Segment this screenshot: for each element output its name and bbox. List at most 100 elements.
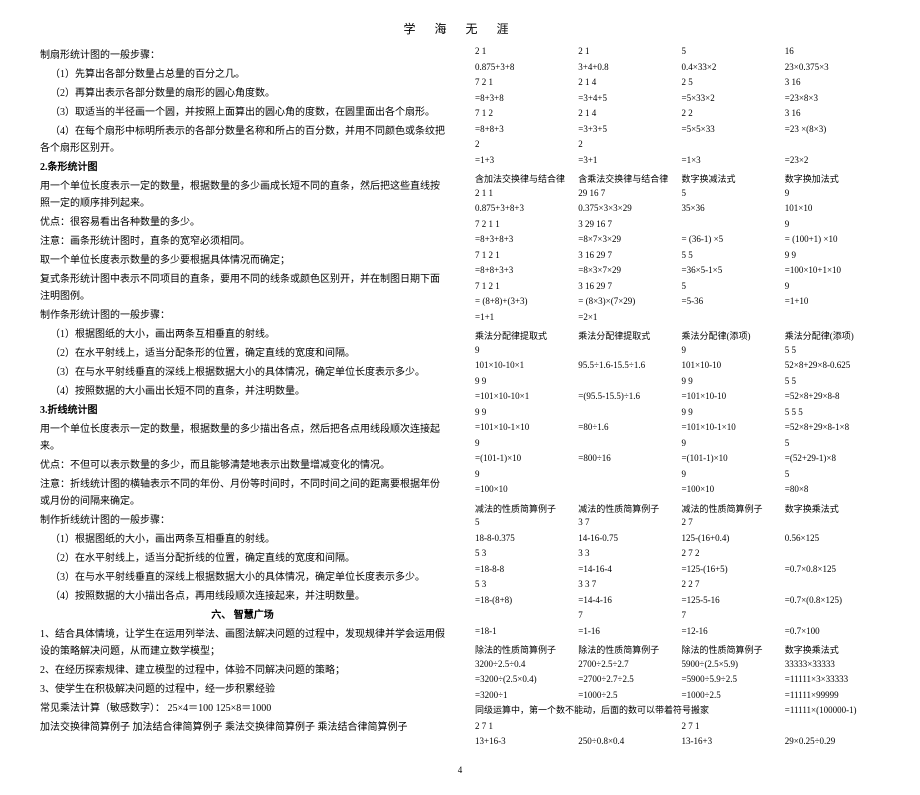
cell: 7 1 2 1 bbox=[475, 249, 570, 263]
cell: 7 1 2 1 bbox=[475, 280, 570, 294]
line: （4）在每个扇形中标明所表示的各部分数量名称和所占的百分数，并用不同颜色或条纹把… bbox=[40, 123, 445, 157]
cell: 5 5 bbox=[785, 375, 880, 389]
cell: 18-8-0.375 bbox=[475, 532, 570, 546]
cell: 9 bbox=[682, 437, 777, 451]
cell: 7 bbox=[578, 609, 673, 623]
cell: =125-(16+5) bbox=[682, 563, 777, 577]
cell: 33333×33333 bbox=[785, 658, 880, 672]
cell: =8+3+8+3 bbox=[475, 233, 570, 247]
cell bbox=[785, 547, 880, 561]
cell: =100×10 bbox=[682, 483, 777, 497]
cell: 3 7 bbox=[578, 516, 673, 530]
line: 复式条形统计图中表示不同项目的直条，要用不同的线条或颜色区别开，并在制图日期下面… bbox=[40, 271, 445, 305]
line: 注意：画条形统计图时，直条的宽窄必须相同。 bbox=[40, 233, 445, 250]
cell: 3 16 bbox=[785, 76, 880, 90]
cell: 9 9 bbox=[682, 406, 777, 420]
line: （3）在与水平射线垂直的深线上根据数据大小的具体情况，确定单位长度表示多少。 bbox=[40, 569, 445, 586]
cell: =3200÷(2.5×0.4) bbox=[475, 673, 570, 687]
cell: 2 bbox=[578, 138, 673, 152]
cell: =(101-1)×10 bbox=[475, 452, 570, 466]
cell bbox=[785, 578, 880, 592]
cell: 9 9 bbox=[682, 375, 777, 389]
math-block-1: 2 1 2 1 5 16 0.875+3+8 3+4+0.8 0.4×33×2 … bbox=[475, 45, 880, 167]
cell: =101×10-10 bbox=[682, 390, 777, 404]
cell: =125-5-16 bbox=[682, 594, 777, 608]
cell: 9 bbox=[785, 218, 880, 232]
cell: 2 bbox=[475, 138, 570, 152]
cell: 减法的性质简算例子 bbox=[475, 503, 570, 517]
cell: 101×10 bbox=[785, 202, 880, 216]
cell: =5900÷5.9÷2.5 bbox=[682, 673, 777, 687]
line: （1）根据图纸的大小，画出两条互相垂直的射线。 bbox=[40, 326, 445, 343]
main-content: 制扇形统计图的一般步骤： （1）先算出各部分数量占总量的百分之几。 （2）再算出… bbox=[40, 45, 880, 755]
cell: 14-16-0.75 bbox=[578, 532, 673, 546]
cell: =1+10 bbox=[785, 295, 880, 309]
math-block-3: 9 9 5 5 101×10-10×1 95.5÷1.6-15.5÷1.6 10… bbox=[475, 344, 880, 497]
cell: 5 bbox=[682, 45, 777, 59]
cell: 7 1 2 bbox=[475, 107, 570, 121]
cell: 数字换乘法式 bbox=[785, 503, 880, 517]
cell: =(101-1)×10 bbox=[682, 452, 777, 466]
cell: =23 ×(8×3) bbox=[785, 123, 880, 137]
cell: =5-36 bbox=[682, 295, 777, 309]
cell: =1000÷2.5 bbox=[682, 689, 777, 703]
cell: 7 2 1 1 bbox=[475, 218, 570, 232]
cell: 9 bbox=[785, 187, 880, 201]
cell: 含乘法交换律与结合律 bbox=[578, 173, 673, 187]
cell: =80×8 bbox=[785, 483, 880, 497]
cell: 9 9 bbox=[785, 249, 880, 263]
cell: =11111×(100000-1) bbox=[785, 704, 880, 718]
cell: 含加法交换律与结合律 bbox=[475, 173, 570, 187]
cell: 3 3 7 bbox=[578, 578, 673, 592]
cell: 2 7 1 bbox=[475, 720, 570, 734]
cell: 数字换减法式 bbox=[682, 173, 777, 187]
cell: =36×5-1×5 bbox=[682, 264, 777, 278]
cell: 3200÷2.5÷0.4 bbox=[475, 658, 570, 672]
cell: =1-16 bbox=[578, 625, 673, 639]
cell: 29 16 7 bbox=[578, 187, 673, 201]
cell: 0.875+3+8+3 bbox=[475, 202, 570, 216]
cell: =12-16 bbox=[682, 625, 777, 639]
cell: =14-16-4 bbox=[578, 563, 673, 577]
cell: 13-16+3 bbox=[682, 735, 777, 749]
line: 制作折线统计图的一般步骤： bbox=[40, 512, 445, 529]
cell: =0.7×(0.8×125) bbox=[785, 594, 880, 608]
cell: 101×10-10×1 bbox=[475, 359, 570, 373]
cell: =2700÷2.7÷2.5 bbox=[578, 673, 673, 687]
cell: 7 bbox=[682, 609, 777, 623]
cell: =(95.5-15.5)÷1.6 bbox=[578, 390, 673, 404]
cell bbox=[682, 311, 777, 325]
cell: =3200÷1 bbox=[475, 689, 570, 703]
cell: =8×3×7×29 bbox=[578, 264, 673, 278]
section-heading: 六、 智慧广场 bbox=[40, 607, 445, 624]
cell: =52×8+29×8-8 bbox=[785, 390, 880, 404]
cell: 9 bbox=[475, 437, 570, 451]
cell: =1+1 bbox=[475, 311, 570, 325]
cell: 3 16 29 7 bbox=[578, 249, 673, 263]
cell bbox=[578, 437, 673, 451]
cell: 5900÷(2.5×5.9) bbox=[682, 658, 777, 672]
cell: =8+8+3 bbox=[475, 123, 570, 137]
cell: =5×5×33 bbox=[682, 123, 777, 137]
cell: 5 3 bbox=[475, 547, 570, 561]
cell: 2 7 bbox=[682, 516, 777, 530]
cell: 23×0.375×3 bbox=[785, 61, 880, 75]
cell: =101×10-1×10 bbox=[682, 421, 777, 435]
cell: 减法的性质简算例子 bbox=[682, 503, 777, 517]
cell: 减法的性质简算例子 bbox=[578, 503, 673, 517]
cell: =101×10-10×1 bbox=[475, 390, 570, 404]
cell: 101×10-10 bbox=[682, 359, 777, 373]
cell: = (8×3)×(7×29) bbox=[578, 295, 673, 309]
cell: 乘法分配律(添项) bbox=[682, 330, 777, 344]
cell: 3 16 29 7 bbox=[578, 280, 673, 294]
cell: 0.875+3+8 bbox=[475, 61, 570, 75]
cell: 3 3 bbox=[578, 547, 673, 561]
cell: 乘法分配律提取式 bbox=[475, 330, 570, 344]
cell: =(52+29-1)×8 bbox=[785, 452, 880, 466]
line: （4）按照数据的大小画出长短不同的直条，并注明数量。 bbox=[40, 383, 445, 400]
cell bbox=[785, 311, 880, 325]
line: （3）取适当的半径画一个圆，并按照上面算出的圆心角的度数，在圆里面出各个扇形。 bbox=[40, 104, 445, 121]
cell: = (100+1) ×10 bbox=[785, 233, 880, 247]
left-column: 制扇形统计图的一般步骤： （1）先算出各部分数量占总量的百分之几。 （2）再算出… bbox=[40, 45, 445, 755]
cell: =8+3+8 bbox=[475, 92, 570, 106]
